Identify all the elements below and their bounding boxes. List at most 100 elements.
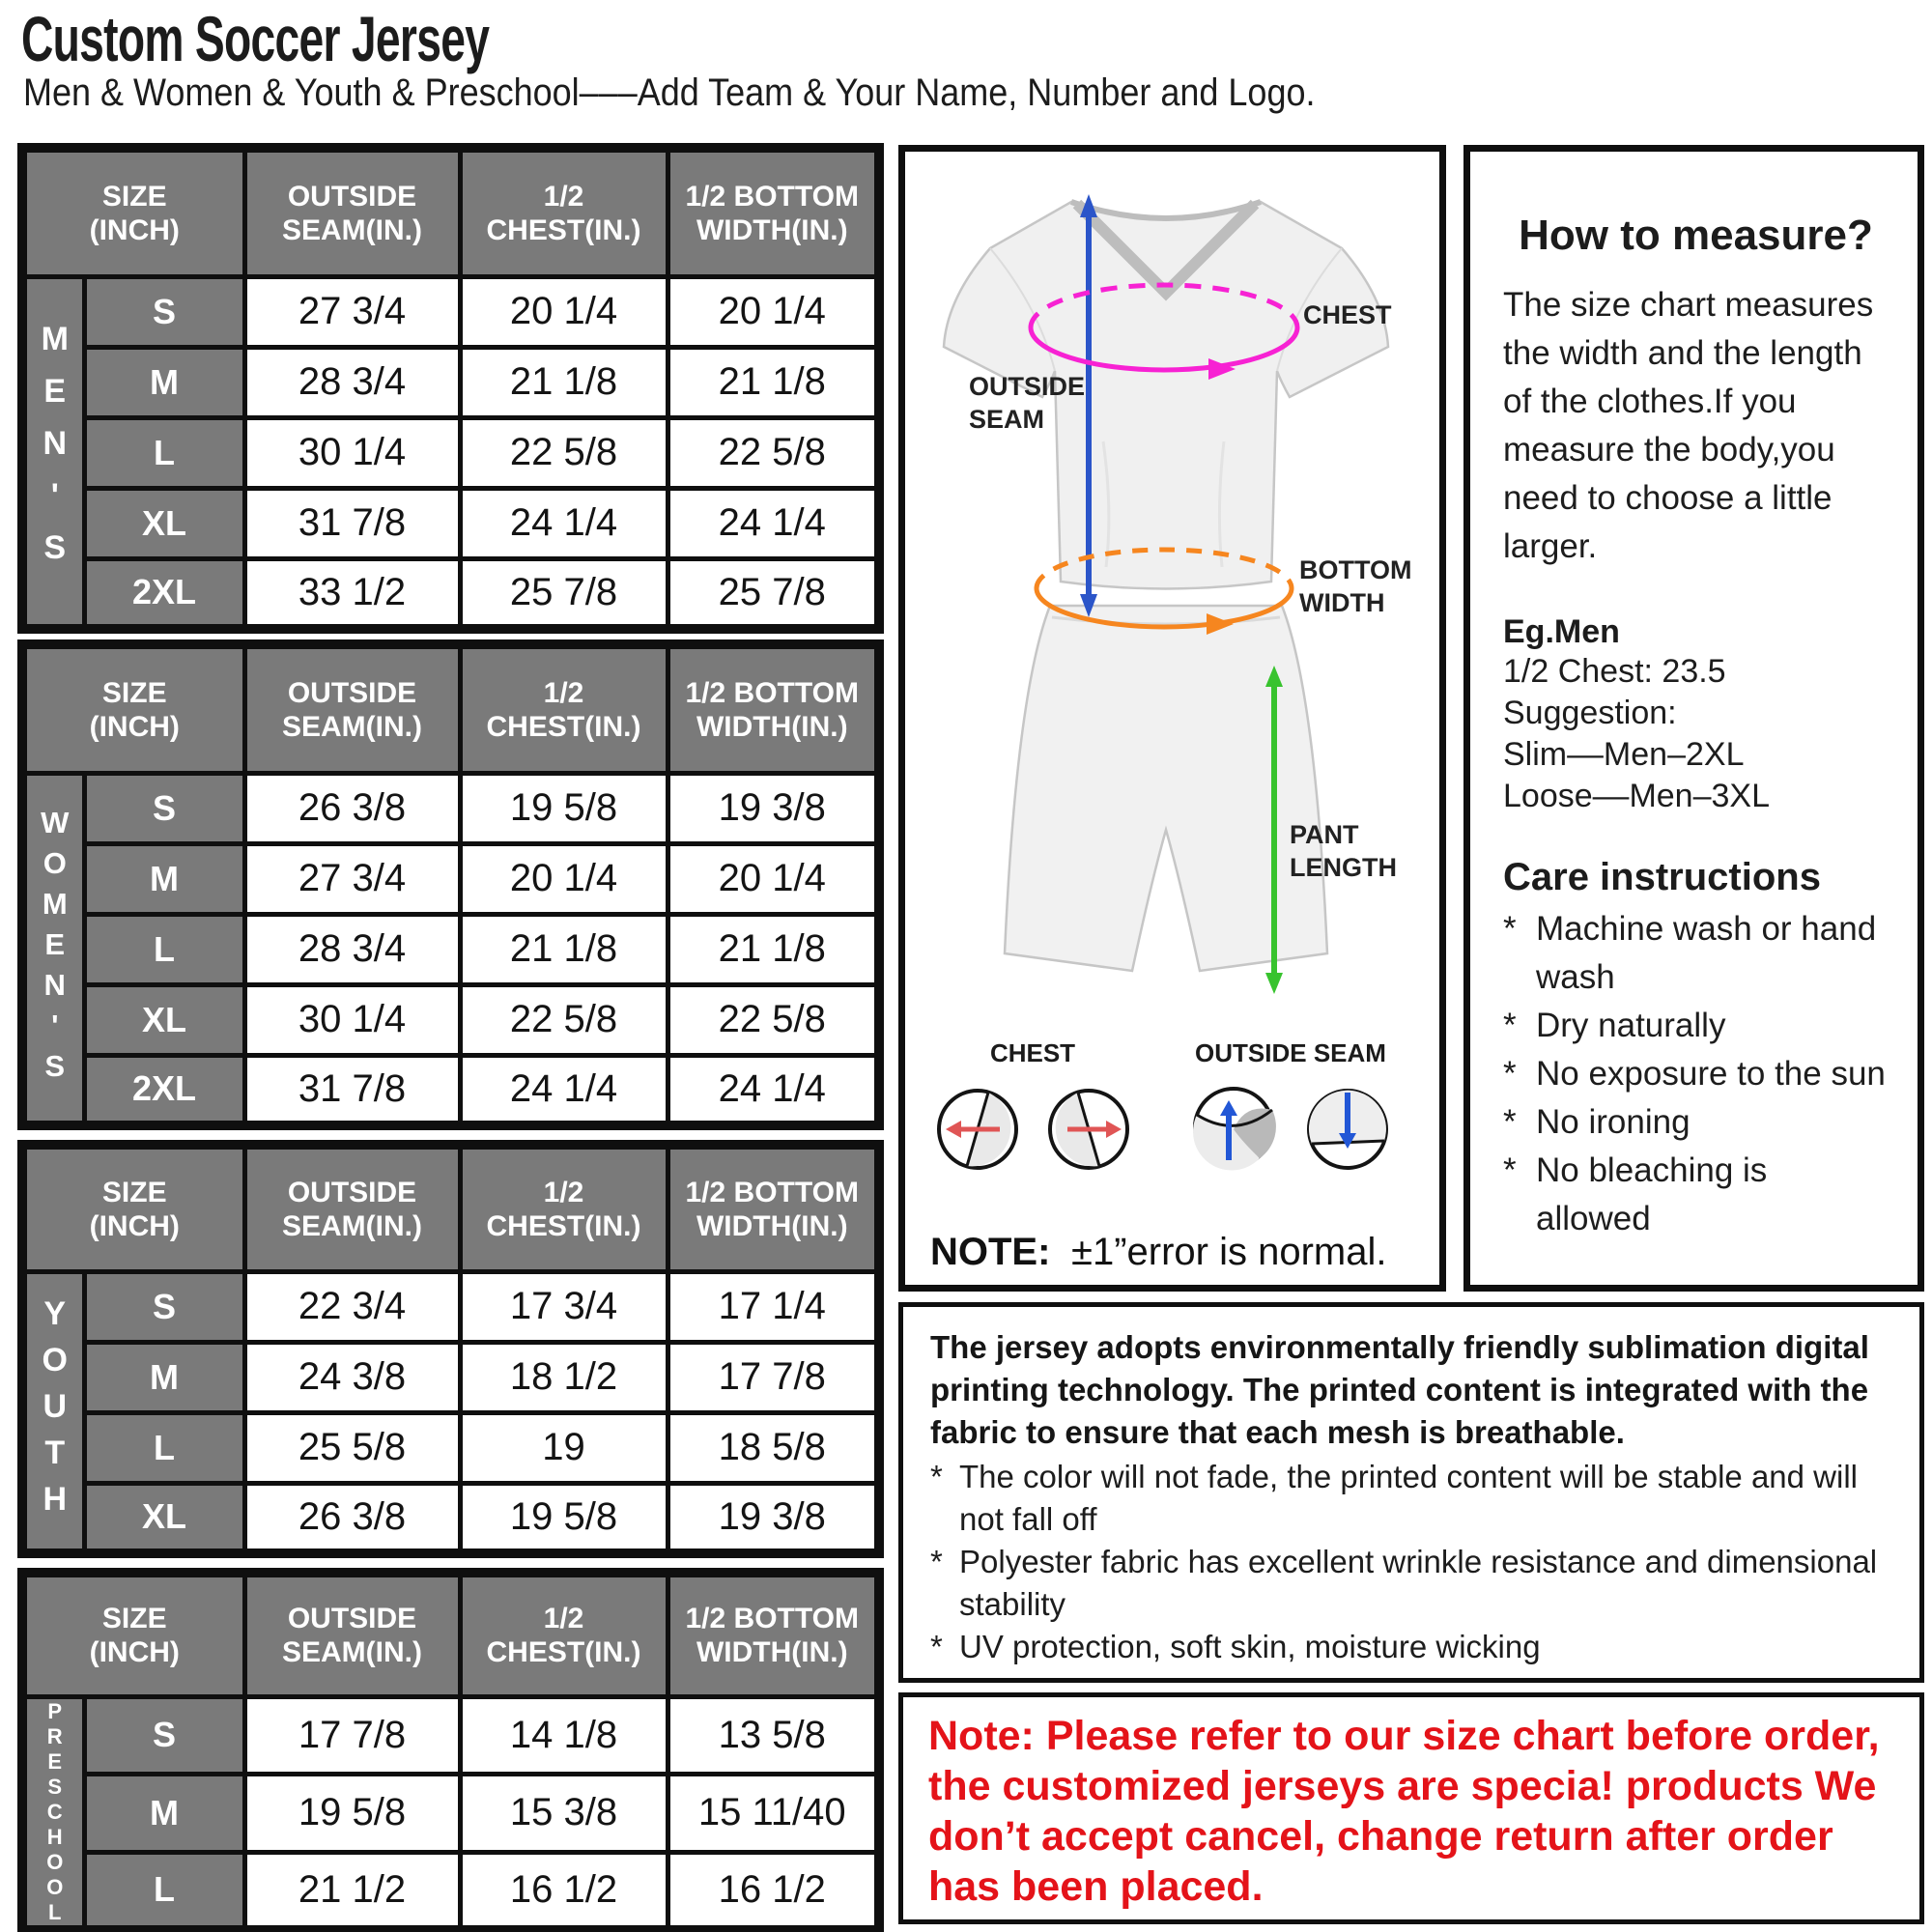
chest-label: CHEST [1303, 300, 1392, 329]
table-row: MEN'S S 27 3/4 20 1/4 20 1/4 [19, 273, 882, 632]
value-cell: 22 5/8 [457, 414, 670, 491]
value-cell: 28 3/4 [242, 344, 463, 420]
size-cell: M [81, 344, 247, 420]
value-cell: 24 3/8 [242, 1339, 463, 1415]
value-cell: 17 7/8 [242, 1693, 463, 1776]
order-note-panel: Note: Please refer to our size chart bef… [898, 1692, 1924, 1924]
jersey-diagram-panel: CHEST OUTSIDE SEAM BOTTOM WIDTH PANT LEN… [898, 145, 1446, 1292]
value-cell: 21 1/2 [242, 1849, 463, 1932]
size-column-header: SIZE (INCH) [19, 641, 247, 776]
size-cell: XL [81, 1480, 247, 1556]
asterisk-bullet-icon: * [1503, 1055, 1517, 1093]
size-cell: L [81, 414, 247, 491]
table-row: M 19 5/8 15 3/8 15 11/40 [22, 1772, 882, 1855]
pant-length-label-line1: PANT [1290, 820, 1359, 849]
seam-measure-circle-up-icon [1192, 1087, 1276, 1171]
asterisk-bullet-icon: * [1503, 1151, 1517, 1189]
table-row: M 28 3/4 21 1/8 21 1/8 [22, 344, 882, 420]
care-item: * No bleaching is allowed [1503, 1147, 1889, 1243]
table-row: PRESCHOOL S 17 7/8 14 1/8 13 5/8 [19, 1693, 882, 1932]
size-cell: XL [81, 485, 247, 561]
asterisk-bullet-icon: * [1503, 1103, 1517, 1141]
value-cell: 21 1/8 [665, 344, 882, 420]
half-chest-column-header: 1/2 CHEST(IN.) [457, 641, 670, 776]
value-cell: 22 5/8 [665, 414, 882, 491]
half-chest-column-header: 1/2 CHEST(IN.) [457, 1570, 670, 1699]
value-cell: 24 1/4 [665, 485, 882, 561]
mens-size-table: SIZE (INCH) OUTSIDE SEAM(IN.) 1/2 CHEST(IN.… [17, 143, 884, 634]
value-cell: 15 11/40 [665, 1772, 882, 1855]
size-cell: S [81, 770, 247, 846]
bottom-width-label-line2: WIDTH [1299, 588, 1384, 617]
asterisk-bullet-icon: * [930, 1629, 943, 1664]
value-cell: 14 1/8 [457, 1693, 670, 1776]
outside-seam-column-header: OUTSIDE SEAM(IN.) [242, 641, 463, 776]
value-cell: 19 3/8 [665, 770, 882, 846]
table-header-row: SIZE (INCH) OUTSIDE SEAM(IN.) 1/2 CHEST(IN.… [19, 1570, 882, 1699]
value-cell: 18 5/8 [665, 1409, 882, 1486]
page-title: Custom Soccer Jersey [21, 3, 490, 74]
fabric-description-panel: The jersey adopts environmentally friend… [898, 1302, 1924, 1683]
circles-outside-seam-label: OUTSIDE SEAM [1195, 1038, 1386, 1067]
value-cell: 16 1/2 [457, 1849, 670, 1932]
care-item: * Machine wash or hand wash [1503, 905, 1889, 1002]
value-cell: 15 3/8 [457, 1772, 670, 1855]
youth-size-table: SIZE (INCH) OUTSIDE SEAM(IN.) 1/2 CHEST(IN.… [17, 1140, 884, 1558]
size-cell: M [81, 1772, 247, 1855]
value-cell: 13 5/8 [665, 1693, 882, 1776]
value-cell: 19 [457, 1409, 670, 1486]
value-cell: 17 1/4 [665, 1268, 882, 1345]
table-row: L 21 1/2 16 1/2 16 1/2 [22, 1849, 882, 1932]
bottom-width-ellipse-icon [1034, 547, 1294, 635]
example-line: Suggestion: [1503, 695, 1677, 731]
value-cell: 20 1/4 [665, 840, 882, 917]
size-cell: L [81, 1849, 247, 1932]
outside-seam-column-header: OUTSIDE SEAM(IN.) [242, 1142, 463, 1274]
outside-seam-arrow-icon [1080, 194, 1097, 617]
value-cell: 24 1/4 [457, 485, 670, 561]
size-cell: S [81, 273, 247, 350]
chest-measure-circle-right-icon [1048, 1089, 1129, 1170]
value-cell: 20 1/4 [457, 840, 670, 917]
table-row: XL 31 7/8 24 1/4 24 1/4 [22, 485, 882, 561]
example-line: 1/2 Chest: 23.5 [1503, 653, 1726, 690]
table-row: WOMEN'S S 26 3/8 19 5/8 19 3/8 [19, 770, 882, 1128]
table-header-row: SIZE (INCH) OUTSIDE SEAM(IN.) 1/2 CHEST(IN.… [19, 1142, 882, 1274]
value-cell: 27 3/4 [242, 840, 463, 917]
measure-heading: How to measure? [1519, 212, 1873, 259]
size-cell: XL [81, 981, 247, 1058]
size-cell: M [81, 1339, 247, 1415]
care-item: * No exposure to the sun [1503, 1050, 1889, 1098]
outside-seam-column-header: OUTSIDE SEAM(IN.) [242, 1570, 463, 1699]
example-line: Slim––Men–2XL [1503, 736, 1745, 773]
size-cell: 2XL [81, 1052, 247, 1128]
value-cell: 20 1/4 [665, 273, 882, 350]
jersey-measurement-diagram: CHEST OUTSIDE SEAM BOTTOM WIDTH PANT LEN… [930, 194, 1412, 1273]
size-column-header: SIZE (INCH) [19, 1570, 247, 1699]
value-cell: 24 1/4 [665, 1052, 882, 1128]
value-cell: 22 3/4 [242, 1268, 463, 1345]
value-cell: 19 3/8 [665, 1480, 882, 1556]
half-chest-column-header: 1/2 CHEST(IN.) [457, 1142, 670, 1274]
size-cell: M [81, 840, 247, 917]
table-row: 2XL 31 7/8 24 1/4 24 1/4 [22, 1052, 882, 1128]
group-label: MEN'S [19, 273, 87, 632]
value-cell: 25 7/8 [665, 555, 882, 632]
table-row: 2XL 33 1/2 25 7/8 25 7/8 [22, 555, 882, 632]
page-subtitle: Men & Women & Youth & Preschool–––Add Te… [23, 71, 1316, 114]
preschool-size-table: SIZE (INCH) OUTSIDE SEAM(IN.) 1/2 CHEST(IN.… [17, 1568, 884, 1932]
value-cell: 26 3/8 [242, 770, 463, 846]
half-bottom-column-header: 1/2 BOTTOM WIDTH(IN.) [665, 1142, 882, 1274]
value-cell: 19 5/8 [242, 1772, 463, 1855]
how-to-measure-panel: How to measure? The size chart measures … [1463, 145, 1924, 1292]
half-chest-column-header: 1/2 CHEST(IN.) [457, 145, 670, 279]
value-cell: 20 1/4 [457, 273, 670, 350]
value-cell: 22 5/8 [665, 981, 882, 1058]
value-cell: 25 5/8 [242, 1409, 463, 1486]
care-item: * No ironing [1503, 1098, 1889, 1147]
value-cell: 26 3/8 [242, 1480, 463, 1556]
value-cell: 21 1/8 [457, 344, 670, 420]
value-cell: 21 1/8 [457, 911, 670, 987]
diagram-note-text: ±1”error is normal. [1071, 1231, 1386, 1273]
table-row: XL 26 3/8 19 5/8 19 3/8 [22, 1480, 882, 1556]
